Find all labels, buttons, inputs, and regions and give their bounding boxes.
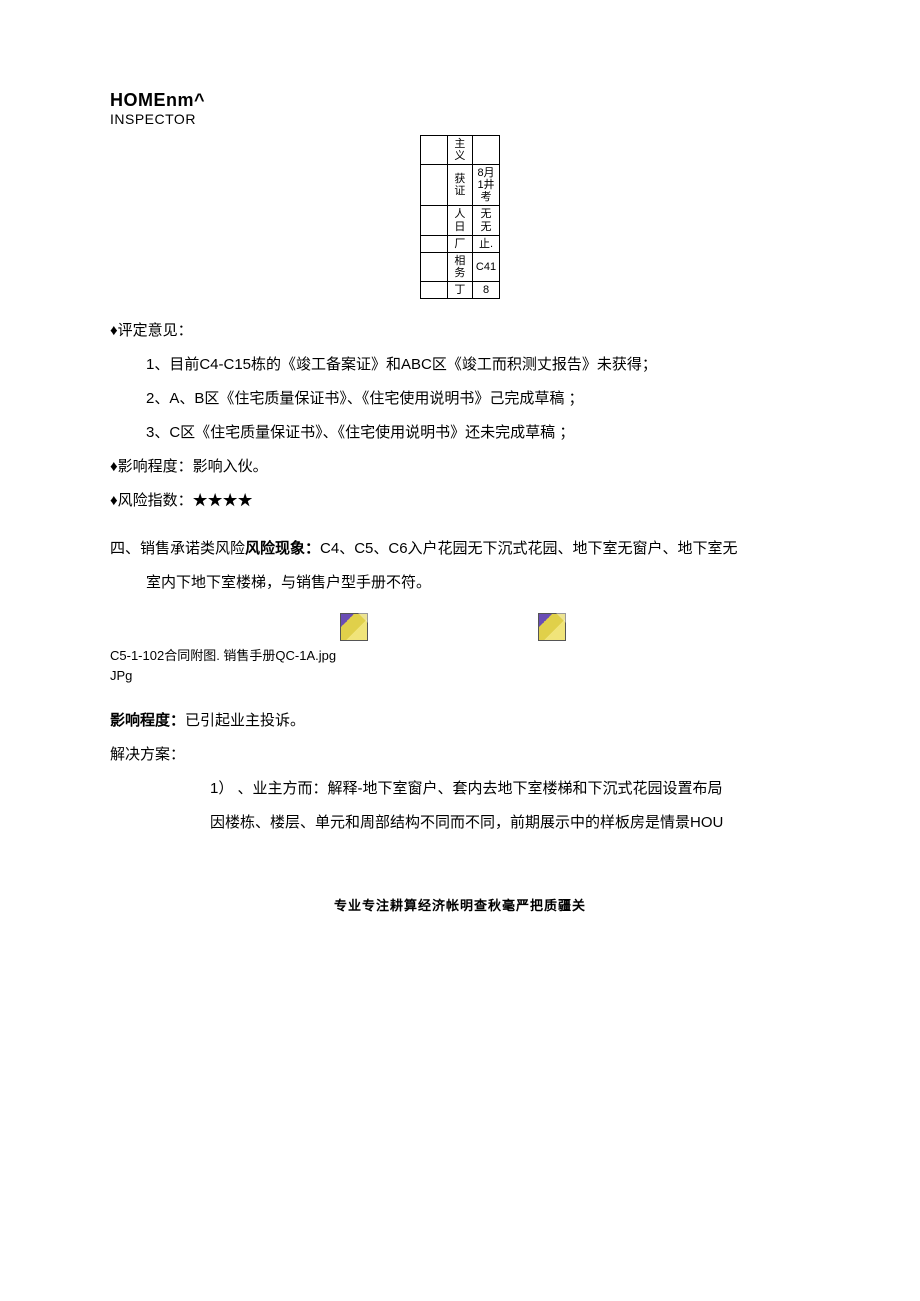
mini-table-wrap: 主义 获证 8月1井考 人日 无无 厂 止. 相务 C41 [110,135,810,299]
table-cell: 厂 [447,235,472,252]
page-footer: 专业专注耕算经济帐明查秋毫严把质疆关 [110,895,810,914]
table-row: 相务 C41 [420,252,499,281]
table-cell: 相务 [447,252,472,281]
impact2-label: 影响程度： [110,712,185,729]
section4-line1: 四、销售承诺类风险风险现象：C4、C5、C6入户花园无下沉式花园、地下室无窗户、… [110,537,810,561]
table-cell [420,136,447,165]
table-cell [420,235,447,252]
risk-index-stars: ★★★★ [193,492,253,509]
table-cell: 丁 [447,281,472,298]
opinion-item: 2、A、B区《住宅质量保证书》、《住宅使用说明书》己完成草稿 ； [110,387,810,411]
table-cell: C41 [472,252,499,281]
section4-line2: 室内下地下室楼梯，与销售户型手册不符。 [110,571,810,595]
table-cell: 8 [472,281,499,298]
table-cell [420,206,447,235]
table-cell [420,252,447,281]
file-caption: C5-1-102合同附图. 销售手册QC-1A.jpg [110,647,810,665]
solution-line: 因楼栋、楼层、单元和周部结构不同而不同，前期展示中的样板房是情景HOU [110,811,810,835]
table-row: 人日 无无 [420,206,499,235]
table-cell [420,165,447,206]
risk-index: ♦风险指数：★★★★ [110,489,810,513]
mini-table: 主义 获证 8月1井考 人日 无无 厂 止. 相务 C41 [420,135,500,299]
table-cell: 主义 [447,136,472,165]
attachment-icon [340,613,368,641]
section4-bold: 风险现象： [245,540,320,557]
table-cell [420,281,447,298]
section4-rest: C4、C5、C6入户花园无下沉式花园、地下室无窗户、地下室无 [320,540,738,557]
header-block: HOMEnm^ INSPECTOR [110,90,810,127]
table-cell [472,136,499,165]
table-cell: 人日 [447,206,472,235]
table-row: 获证 8月1井考 [420,165,499,206]
opinion-heading: ♦评定意见： [110,319,810,343]
impact-level: ♦影响程度：影响入伙。 [110,455,810,479]
solution-heading: 解决方案： [110,743,810,767]
table-row: 主义 [420,136,499,165]
impact2-line: 影响程度：已引起业主投诉。 [110,709,810,733]
table-cell: 无无 [472,206,499,235]
document-page: HOMEnm^ INSPECTOR 主义 获证 8月1井考 人日 无无 厂 [0,0,920,964]
opinion-item: 3、C区《住宅质量保证书》、《住宅使用说明书》还未完成草稿 ； [110,421,810,445]
table-cell: 获证 [447,165,472,206]
attachment-icon [538,613,566,641]
file-caption: JPg [110,667,810,685]
impact2-text: 已引起业主投诉。 [185,712,305,729]
table-cell: 8月1井考 [472,165,499,206]
opinion-item: 1、目前C4-C15栋的《竣工备案证》和ABC区《竣工而积测丈报告》未获得； [110,353,810,377]
table-cell: 止. [472,235,499,252]
header-subtitle: INSPECTOR [110,111,810,127]
table-row: 厂 止. [420,235,499,252]
section4-prefix: 四、销售承诺类风险 [110,540,245,557]
risk-index-label: ♦风险指数： [110,492,193,509]
header-title: HOMEnm^ [110,90,810,111]
file-icon-row [110,613,810,641]
solution-line: 1） 、业主方而：解释-地下室窗户、套内去地下室楼梯和下沉式花园设置布局 [110,777,810,801]
table-row: 丁 8 [420,281,499,298]
